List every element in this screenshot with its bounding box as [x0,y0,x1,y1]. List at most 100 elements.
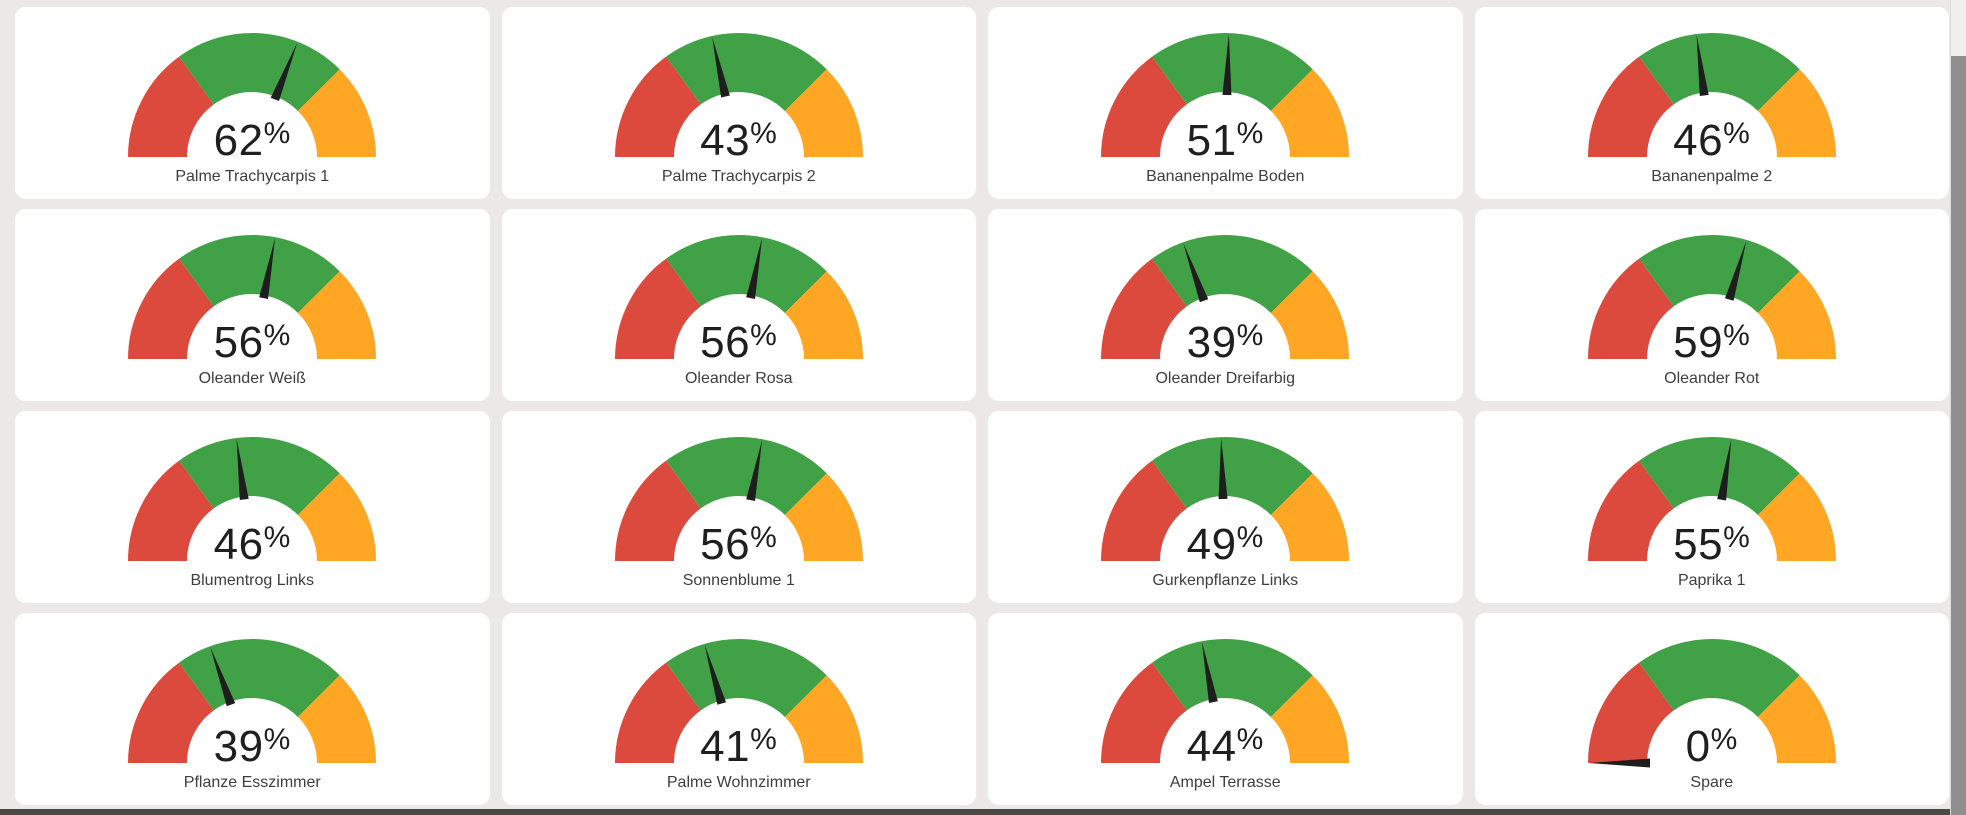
gauge-value: 39% [988,321,1463,365]
gauge-card: 56% Sonnenblume 1 [500,410,977,604]
gauge-band-ok [1638,33,1800,112]
gauge-card: 51% Bananenpalme Boden [987,6,1464,200]
gauge-value-unit: % [1236,319,1264,352]
gauge-value-number: 62 [213,116,264,165]
gauge-needle [270,42,298,102]
gauge-value-unit: % [263,319,291,352]
gauge-band-high [297,675,377,765]
gauge-card: 44% Ampel Terrasse [987,612,1464,806]
gauge-chart [1101,639,1350,765]
gauge-label: Oleander Weiß [198,370,306,387]
gauge-chart [1587,235,1836,361]
gauge-label: Palme Wohnzimmer [666,774,811,791]
gauge-value-unit: % [263,117,291,150]
gauge-value-number: 55 [1673,520,1724,569]
gauge-band-low [128,56,215,159]
gauge-value-number: 39 [1186,318,1237,367]
gauge-card: 56% Oleander Rosa [500,208,977,402]
gauge-chart [128,235,377,361]
gauge-value: 39% [15,725,490,769]
gauge-needle [1588,758,1650,768]
gauge-label: Ampel Terrasse [1169,774,1281,791]
gauge-band-low [1101,258,1188,361]
gauge-label: Palme Trachycarpis 1 [175,168,330,185]
gauge-value: 0% [1475,725,1950,769]
gauge-value-unit: % [1723,319,1751,352]
gauge-band-ok [1152,639,1313,718]
gauge-band-low [1101,460,1188,563]
gauge-band-high [1270,473,1350,563]
gauge-value: 62% [15,119,490,163]
gauge-value-unit: % [1710,723,1738,756]
gauge-band-low [128,460,215,563]
gauge-value-number: 41 [700,722,751,771]
gauge-card: 39% Oleander Dreifarbig [987,208,1464,402]
gauge-chart [1587,639,1836,768]
gauge-band-ok [179,235,340,314]
gauge-band-ok [1638,639,1800,718]
gauge-label: Paprika 1 [1677,572,1746,589]
gauge-needle [1222,34,1232,96]
gauge-band-high [297,69,377,159]
gauge-band-ok [1152,437,1313,516]
gauge-band-low [1587,56,1675,159]
gauge-chart [1587,33,1836,159]
gauge-value-number: 43 [700,116,751,165]
gauge-band-high [783,473,863,563]
gauge-band-ok [665,437,827,516]
gauge-card: 46% Bananenpalme 2 [1473,6,1950,200]
gauge-value: 46% [1475,119,1950,163]
gauge-value-number: 56 [700,520,751,569]
gauge-needle [1717,439,1731,501]
gauge-band-ok [1638,235,1800,314]
gauge-needle [745,440,762,501]
gauge-band-high [783,271,863,361]
gauge-band-ok [1638,437,1800,516]
gauge-value-unit: % [1723,117,1751,150]
gauge-value-number: 49 [1186,520,1237,569]
gauge-value-number: 39 [213,722,264,771]
gauge-needle [259,238,276,299]
gauge-value: 41% [502,725,977,769]
gauge-value-number: 56 [700,318,751,367]
gauge-band-high [1270,675,1350,765]
gauge-band-low [1101,56,1188,159]
gauge-value: 56% [502,321,977,365]
gauge-card: 62% Palme Trachycarpis 1 [14,6,491,200]
gauge-card: 55% Paprika 1 [1473,410,1950,604]
gauge-value: 44% [988,725,1463,769]
gauge-needle [745,238,762,299]
gauge-chart [128,33,377,159]
bottom-dark-strip [0,809,1950,815]
gauge-band-low [128,258,215,361]
gauge-band-low [1101,662,1188,765]
gauge-label: Pflanze Esszimmer [183,774,321,791]
vertical-scrollbar[interactable] [1950,0,1966,815]
gauge-band-high [1270,69,1350,159]
gauge-band-high [783,69,863,159]
gauge-band-high [783,675,863,765]
gauge-needle [1696,34,1709,97]
gauge-value-unit: % [750,117,778,150]
gauge-needle [1202,642,1219,703]
gauge-value: 51% [988,119,1463,163]
gauge-needle [1183,243,1209,303]
gauge-band-ok [1152,33,1313,112]
gauge-needle [704,644,726,705]
gauge-needle [1724,240,1747,301]
gauge-chart [1587,437,1836,563]
gauge-card: 49% Gurkenpflanze Links [987,410,1464,604]
gauge-chart [128,639,377,765]
gauge-band-high [1756,271,1836,361]
gauge-band-ok [179,33,340,112]
gauge-band-high [1756,675,1836,765]
gauge-band-high [1756,473,1836,563]
gauge-value: 56% [502,523,977,567]
gauge-band-ok [1152,235,1313,314]
gauge-value-unit: % [1236,521,1264,554]
gauge-chart [614,437,863,563]
gauge-band-high [1270,271,1350,361]
scrollbar-thumb[interactable] [1951,56,1966,815]
gauge-value-unit: % [1236,117,1264,150]
gauge-band-high [297,473,377,563]
